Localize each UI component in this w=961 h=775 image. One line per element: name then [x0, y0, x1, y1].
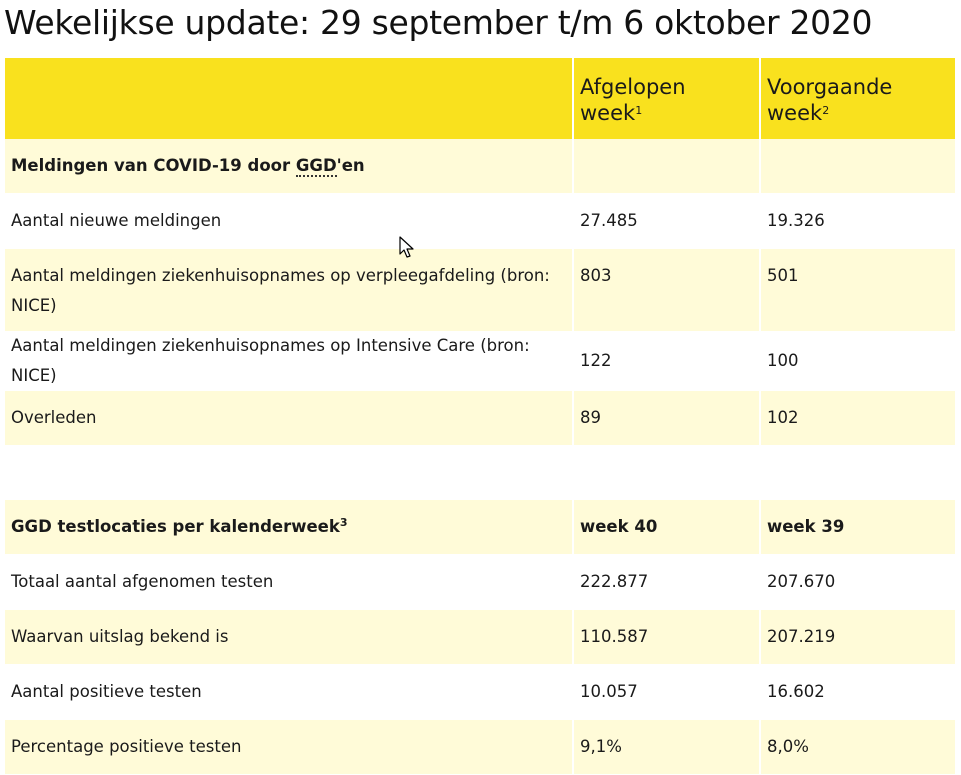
ggd-testlocaties-table: GGD testlocaties per kalenderweek3 week …: [5, 500, 955, 774]
table-row: Aantal positieve testen 10.057 16.602: [5, 664, 955, 720]
table-row: Waarvan uitslag bekend is 110.587 207.21…: [5, 610, 955, 664]
header-week-39: week 39: [759, 500, 955, 554]
section-header-row: GGD testlocaties per kalenderweek3 week …: [5, 500, 955, 554]
value-previous: 19.326: [759, 193, 955, 249]
header-label: Afgelopen week: [580, 75, 686, 125]
value-previous: 16.602: [759, 664, 955, 720]
footnote-ref[interactable]: 3: [339, 516, 348, 529]
value-previous: 100: [759, 331, 955, 391]
table-header-row: Afgelopen week1 Voorgaande week2: [5, 58, 955, 139]
row-label: Aantal positieve testen: [5, 664, 573, 720]
section-label-text: Meldingen van COVID-19 door: [11, 156, 296, 175]
value-previous: 501: [759, 249, 955, 331]
header-afgelopen-week: Afgelopen week1: [572, 58, 760, 139]
table-row: Aantal meldingen ziekenhuisopnames op ve…: [5, 249, 955, 331]
section-row: Meldingen van COVID-19 door GGD'en: [5, 139, 955, 193]
row-label: Overleden: [5, 391, 573, 445]
section-label: GGD testlocaties per kalenderweek3: [5, 500, 573, 554]
value-current: 122: [572, 331, 760, 391]
empty-cell: [759, 139, 955, 193]
row-label: Aantal nieuwe meldingen: [5, 193, 573, 249]
covid-meldingen-table: Afgelopen week1 Voorgaande week2 Melding…: [5, 58, 955, 445]
section-label: Meldingen van COVID-19 door GGD'en: [5, 139, 573, 193]
value-current: 27.485: [572, 193, 760, 249]
header-label: Voorgaande week: [767, 75, 893, 125]
table-row: Totaal aantal afgenomen testen 222.877 2…: [5, 554, 955, 610]
value-previous: 207.219: [759, 610, 955, 664]
header-voorgaande-week: Voorgaande week2: [759, 58, 955, 139]
table-row: Percentage positieve testen 9,1% 8,0%: [5, 720, 955, 774]
abbr-ggd[interactable]: GGD: [295, 156, 337, 177]
table-row: Overleden 89 102: [5, 391, 955, 445]
table-row: Aantal meldingen ziekenhuisopnames op In…: [5, 331, 955, 391]
row-label: Totaal aantal afgenomen testen: [5, 554, 573, 610]
value-previous: 207.670: [759, 554, 955, 610]
value-current: 803: [572, 249, 760, 331]
value-previous: 102: [759, 391, 955, 445]
value-current: 89: [572, 391, 760, 445]
value-current: 110.587: [572, 610, 760, 664]
row-label: Aantal meldingen ziekenhuisopnames op ve…: [5, 249, 573, 331]
empty-cell: [572, 139, 760, 193]
value-current: 222.877: [572, 554, 760, 610]
value-current: 10.057: [572, 664, 760, 720]
header-empty-cell: [5, 58, 573, 139]
footnote-ref[interactable]: 2: [822, 104, 830, 117]
mouse-cursor-icon: [399, 236, 414, 258]
row-label: Percentage positieve testen: [5, 720, 573, 774]
row-label: Aantal meldingen ziekenhuisopnames op In…: [5, 331, 573, 391]
value-previous: 8,0%: [759, 720, 955, 774]
row-label: Waarvan uitslag bekend is: [5, 610, 573, 664]
section-label-suffix: 'en: [336, 156, 365, 175]
section-label-text: GGD testlocaties per kalenderweek: [11, 517, 340, 536]
page-title: Wekelijkse update: 29 september t/m 6 ok…: [4, 3, 873, 42]
value-current: 9,1%: [572, 720, 760, 774]
footnote-ref[interactable]: 1: [635, 104, 643, 117]
table-row: Aantal nieuwe meldingen 27.485 19.326: [5, 193, 955, 249]
header-week-40: week 40: [572, 500, 760, 554]
